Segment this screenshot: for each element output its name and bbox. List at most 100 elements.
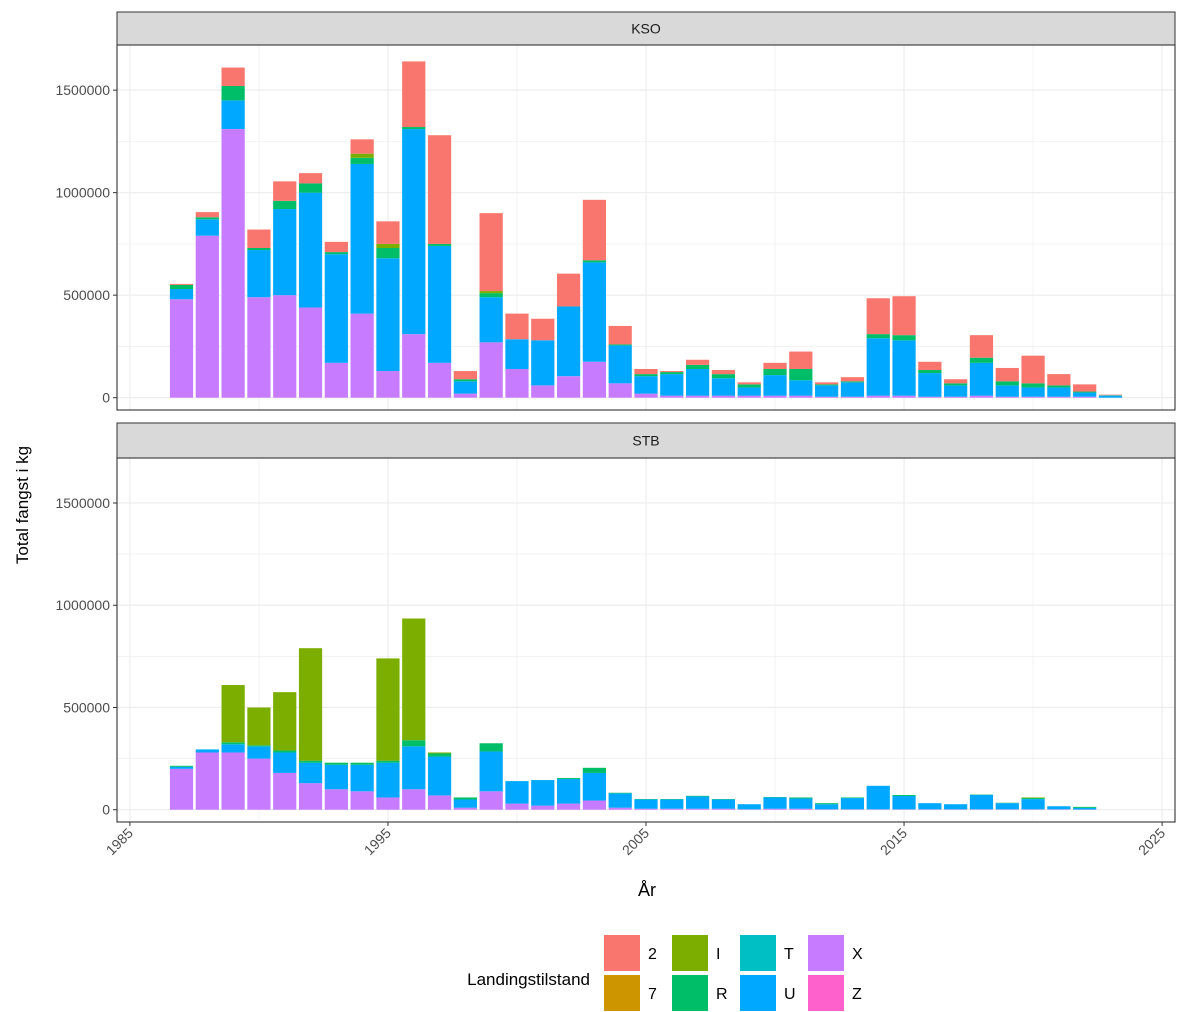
legend-label-7: 7 xyxy=(648,986,657,1003)
bar-segment-2000-X xyxy=(505,368,529,398)
bar-segment-1988-X xyxy=(195,752,219,810)
bar-segment-1987-X xyxy=(169,299,194,398)
bar-segment-2002-R xyxy=(556,778,581,780)
bar-segment-2008-X xyxy=(711,395,736,398)
legend-label-T: T xyxy=(784,946,794,963)
bar-segment-1990-X xyxy=(247,758,271,810)
panel-strip xyxy=(116,11,1176,46)
bar-segment-2011-2 xyxy=(789,351,813,369)
bar-segment-1998-2 xyxy=(453,371,477,380)
bar-segment-2011-R xyxy=(789,797,813,799)
bar-segment-1992-R xyxy=(298,760,323,763)
bar-segment-2003-R xyxy=(582,767,607,773)
bar-segment-2008-X xyxy=(711,808,736,810)
bar-segment-2002-2 xyxy=(556,273,581,307)
legend-label-Z: Z xyxy=(852,986,862,1003)
bar-segment-1996-R xyxy=(402,740,426,747)
bar-segment-1994-R xyxy=(350,762,374,765)
bar-segment-2011-X xyxy=(789,808,813,810)
legend-key-I xyxy=(672,935,708,971)
bar-segment-2003-U xyxy=(582,262,607,362)
bar-segment-1998-R xyxy=(453,797,477,800)
bar-segment-2000-X xyxy=(505,803,529,810)
bar-segment-1997-R xyxy=(427,753,452,757)
gridlines xyxy=(117,45,1175,410)
bar-segment-1987-U xyxy=(169,766,194,769)
bar-segment-2010-U xyxy=(763,375,787,396)
bar-segment-1999-R xyxy=(479,293,503,298)
bar-segment-2015-2 xyxy=(892,296,916,336)
y-tick-label: 0 xyxy=(102,802,110,818)
bar-segment-2004-R xyxy=(608,344,632,346)
bar-segment-2011-U xyxy=(789,380,813,396)
bar-segment-2013-2 xyxy=(840,377,865,382)
bar-segment-2002-X xyxy=(556,803,581,810)
bar-segment-2020-U xyxy=(1021,799,1045,810)
bar-segment-2003-R xyxy=(582,260,607,263)
bar-segment-2018-X xyxy=(969,395,994,398)
legend-key-U xyxy=(740,975,776,1011)
y-tick-label: 0 xyxy=(102,390,110,406)
bar-segment-1987-2 xyxy=(169,283,194,285)
bar-segment-2022-U xyxy=(1073,807,1097,810)
bar-segment-2007-2 xyxy=(685,359,710,365)
bar-segment-1994-X xyxy=(350,791,374,810)
bar-segment-2001-2 xyxy=(531,318,555,341)
bar-segment-1996-X xyxy=(402,334,426,398)
bar-segment-1990-R xyxy=(247,745,271,747)
bar-segment-1992-2 xyxy=(298,173,323,184)
bar-segment-2001-U xyxy=(531,780,555,806)
bar-segment-2012-R xyxy=(815,803,839,805)
bar-segment-2016-R xyxy=(918,370,942,374)
bar-segment-2015-U xyxy=(892,340,916,396)
bar-segment-2003-2 xyxy=(582,199,607,261)
bar-segment-2004-X xyxy=(608,807,632,810)
bar-segment-2015-U xyxy=(892,796,916,810)
bar-segment-2005-X xyxy=(634,393,658,398)
legend: Landingstilstand 2 7 I R T U X Z xyxy=(467,935,863,1011)
bar-segment-2001-X xyxy=(531,805,555,810)
bar-segment-2009-2 xyxy=(737,382,761,385)
x-tick-label: 1985 xyxy=(103,825,136,858)
bar-segment-2010-X xyxy=(763,808,787,810)
bar-segment-2004-2 xyxy=(608,325,632,345)
panel-strip xyxy=(116,422,1176,459)
bar-segment-1988-U xyxy=(195,219,219,236)
bar-segment-1996-U xyxy=(402,129,426,335)
x-tick-label: 1995 xyxy=(361,825,394,858)
y-tick-label: 1500000 xyxy=(55,495,110,511)
bar-segment-1989-X xyxy=(221,129,245,398)
bar-segment-2016-U xyxy=(918,803,942,810)
bar-segment-1988-2 xyxy=(195,212,219,218)
bar-segment-1994-R xyxy=(350,157,374,164)
bar-segment-2007-X xyxy=(685,395,710,398)
x-axis-title: År xyxy=(638,880,656,900)
legend-title: Landingstilstand xyxy=(467,970,590,989)
bar-segment-2019-X xyxy=(995,396,1019,398)
bar-segment-2014-U xyxy=(866,785,890,810)
bar-segment-2016-X xyxy=(918,396,942,398)
bar-segment-1999-X xyxy=(479,342,503,398)
bar-segment-2016-2 xyxy=(918,361,942,371)
bar-segment-2003-X xyxy=(582,361,607,398)
bar-segment-2006-X xyxy=(660,395,684,398)
bars xyxy=(169,61,1123,398)
bar-segment-2019-U xyxy=(995,385,1019,397)
bar-segment-1993-U xyxy=(324,254,348,363)
bar-segment-1997-U xyxy=(427,245,452,363)
legend-label-I: I xyxy=(716,946,720,963)
bar-segment-1994-I xyxy=(350,153,374,158)
bar-segment-2013-R xyxy=(840,381,865,383)
bar-segment-2018-U xyxy=(969,362,994,396)
bar-segment-1990-R xyxy=(247,248,271,251)
bar-segment-2014-R xyxy=(866,334,890,339)
bar-segment-1997-U xyxy=(427,756,452,796)
bar-segment-1991-U xyxy=(273,209,297,296)
bar-segment-1989-2 xyxy=(221,67,245,87)
bar-segment-2011-R xyxy=(789,368,813,381)
bar-segment-2005-X xyxy=(634,808,658,810)
bar-segment-1991-R xyxy=(273,200,297,210)
bar-segment-1998-X xyxy=(453,807,477,810)
bar-segment-1992-R xyxy=(298,183,323,193)
